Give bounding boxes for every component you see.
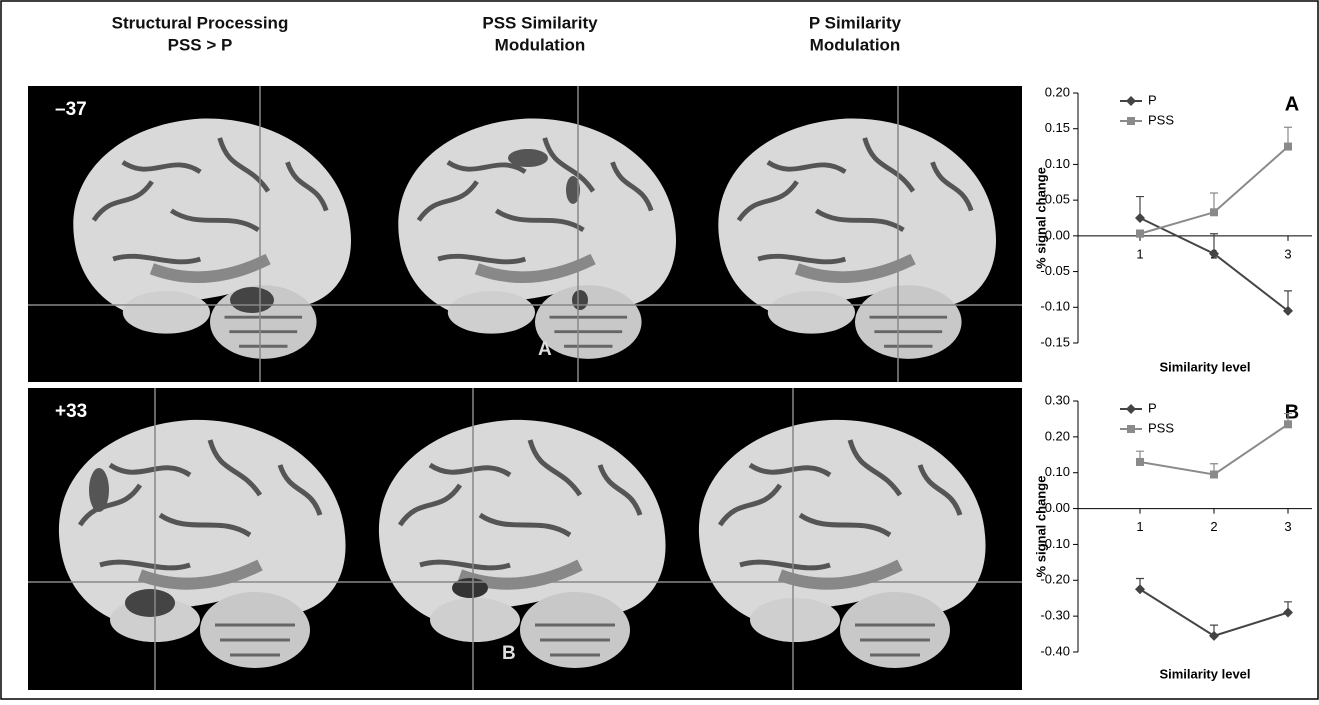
x-tick-label: 2 [1210, 519, 1217, 534]
point [1135, 584, 1145, 594]
region-label: A [538, 339, 552, 360]
y-tick-label: 0.30 [1045, 392, 1070, 407]
y-tick-label: 0.00 [1045, 227, 1070, 242]
y-tick-label: -0.40 [1040, 643, 1070, 658]
panel-label: B [1285, 401, 1299, 423]
point [1136, 458, 1144, 466]
column-header: Modulation [810, 35, 901, 54]
y-tick-label: 0.20 [1045, 84, 1070, 99]
y-tick-label: -0.10 [1040, 299, 1070, 314]
legend-label: P [1148, 400, 1157, 415]
figure: –37 +33 A B Structural Processing PSS > P… [0, 0, 1319, 700]
x-tick-label: 3 [1284, 519, 1291, 534]
point [1210, 471, 1218, 479]
column-header: P Similarity [809, 13, 902, 32]
point [1127, 425, 1135, 433]
y-tick-label: -0.30 [1040, 608, 1070, 623]
column-header: PSS Similarity [482, 13, 598, 32]
legend-label: PSS [1148, 420, 1174, 435]
x-tick-label: 1 [1136, 246, 1143, 261]
y-axis-label: % signal change [1033, 476, 1048, 578]
column-header: Modulation [495, 35, 586, 54]
point [1283, 608, 1293, 618]
series-line [1140, 147, 1288, 234]
y-tick-label: -0.15 [1040, 334, 1070, 349]
slice-label: +33 [55, 401, 87, 422]
x-axis-label: Similarity level [1159, 359, 1250, 374]
column-header: PSS > P [168, 35, 233, 54]
point [1126, 96, 1136, 106]
legend-label: P [1148, 92, 1157, 107]
x-axis-label: Similarity level [1159, 666, 1250, 681]
point [1136, 230, 1144, 238]
y-axis-label: % signal change [1033, 167, 1048, 269]
y-tick-label: 0.10 [1045, 156, 1070, 171]
point [1210, 208, 1218, 216]
y-tick-label: 0.20 [1045, 428, 1070, 443]
region-label: B [502, 643, 516, 664]
series-line [1140, 218, 1288, 311]
y-tick-label: 0.10 [1045, 464, 1070, 479]
y-tick-label: 0.00 [1045, 500, 1070, 515]
y-tick-label: 0.15 [1045, 120, 1070, 135]
point [1209, 631, 1219, 641]
x-tick-label: 3 [1284, 246, 1291, 261]
panel-label: A [1285, 93, 1299, 115]
slice-label: –37 [55, 99, 87, 120]
point [1127, 117, 1135, 125]
legend-label: PSS [1148, 112, 1174, 127]
point [1126, 404, 1136, 414]
point [1284, 143, 1292, 151]
point [1135, 213, 1145, 223]
y-tick-label: 0.05 [1045, 192, 1070, 207]
x-tick-label: 1 [1136, 519, 1143, 534]
column-header: Structural Processing [112, 13, 289, 32]
point [1284, 420, 1292, 428]
